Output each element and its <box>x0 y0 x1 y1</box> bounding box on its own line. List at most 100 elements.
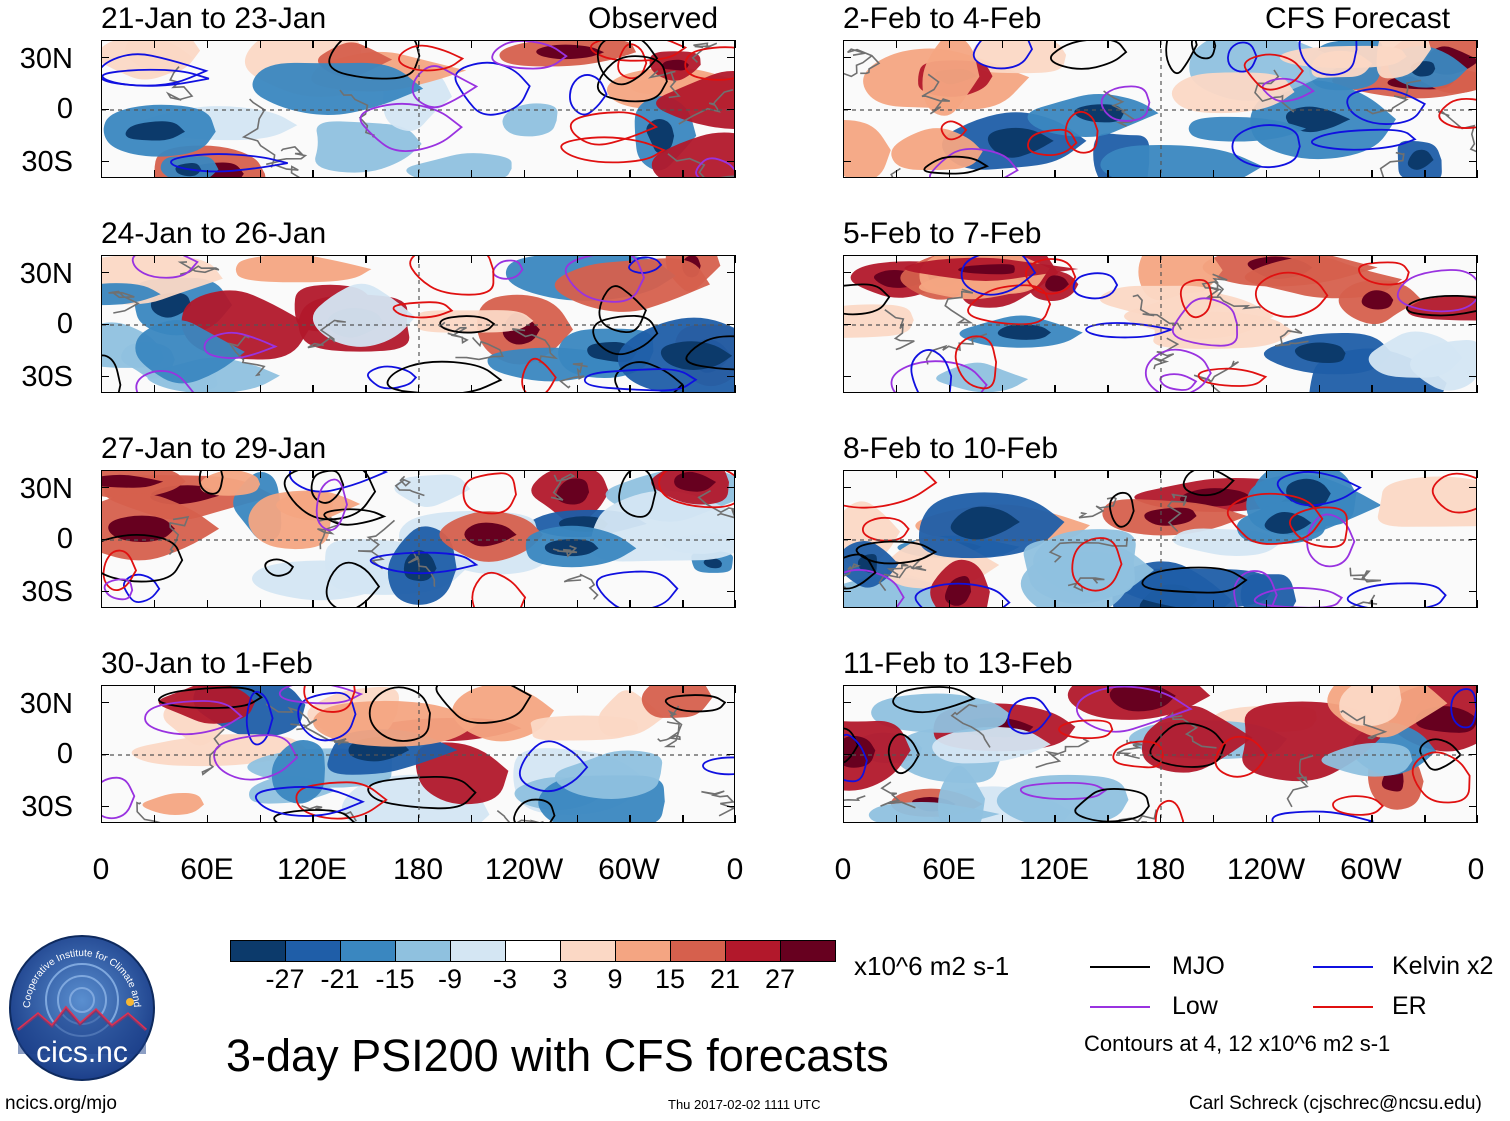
wave-contour <box>590 41 688 62</box>
x-tick <box>1371 685 1373 693</box>
xlabel-right-120w: 120W <box>1226 853 1306 886</box>
x-tick <box>576 255 578 263</box>
y-tick <box>1469 591 1477 593</box>
wave-contour <box>325 561 381 607</box>
y-tick <box>1469 806 1477 808</box>
x-tick <box>312 815 314 823</box>
anomaly-shading <box>199 471 261 496</box>
coastline <box>898 554 930 579</box>
anomaly-shading <box>1286 478 1331 508</box>
x-tick <box>101 40 103 48</box>
colorbar-swatch <box>615 940 671 962</box>
coastline <box>307 319 346 349</box>
colorbar-tick-label: -3 <box>492 964 518 994</box>
x-tick <box>259 385 261 393</box>
coastline <box>944 288 974 324</box>
coastline <box>496 809 544 822</box>
anomaly-shading <box>641 686 713 718</box>
map-panel-6 <box>843 255 1477 393</box>
footer-link[interactable]: ncics.org/mjo <box>5 1093 117 1114</box>
x-tick <box>101 255 103 263</box>
coastline <box>844 795 866 802</box>
y-tick <box>101 702 109 704</box>
x-tick <box>1001 255 1003 263</box>
coastline <box>657 721 681 742</box>
x-tick <box>523 815 526 823</box>
x-tick <box>1477 685 1479 693</box>
y-tick <box>843 591 851 593</box>
x-tick <box>1107 685 1109 693</box>
wave-contour <box>844 283 891 316</box>
x-tick <box>312 40 314 48</box>
wave-contour <box>462 472 517 515</box>
anomaly-shading <box>1285 106 1351 133</box>
x-tick <box>1107 40 1109 48</box>
x-tick <box>576 600 578 608</box>
wave-contour <box>1109 491 1135 528</box>
x-tick <box>948 170 951 178</box>
x-tick <box>576 40 578 48</box>
x-tick <box>895 600 898 608</box>
x-tick <box>206 600 209 608</box>
y-tick <box>101 591 109 593</box>
wave-contour <box>1253 587 1344 607</box>
colorbar-units: x10^6 m2 s-1 <box>854 951 1010 981</box>
wave-contour <box>702 756 734 776</box>
panel-field-svg <box>844 256 1476 392</box>
wave-contour <box>564 256 645 303</box>
x-tick <box>470 40 473 48</box>
wave-contour <box>367 775 477 810</box>
anomaly-shading <box>891 128 983 171</box>
wave-contour <box>103 578 134 601</box>
anomaly-shading <box>674 471 717 492</box>
wave-contour <box>1306 513 1356 568</box>
coastline <box>228 335 266 377</box>
coastline <box>317 517 343 550</box>
x-tick <box>682 40 684 48</box>
wave-contour <box>684 46 734 81</box>
x-tick <box>1424 170 1426 178</box>
wave-contour <box>297 691 357 742</box>
x-tick <box>895 255 898 263</box>
anomaly-shading <box>276 490 361 521</box>
x-tick <box>629 170 631 178</box>
x-tick <box>895 815 898 823</box>
x-tick <box>1371 170 1373 178</box>
wave-contour <box>303 686 356 713</box>
x-tick <box>629 685 631 693</box>
x-tick <box>1212 685 1215 693</box>
x-tick <box>1424 255 1426 263</box>
anomaly-shading <box>502 103 558 137</box>
ylabel-30n: 30N <box>19 258 73 290</box>
x-tick <box>1265 470 1268 478</box>
anomaly-shading <box>1144 507 1197 526</box>
x-tick <box>682 685 684 693</box>
x-tick <box>1371 255 1373 263</box>
main-title: 3-day PSI200 with CFS forecasts <box>226 1030 889 1081</box>
anomaly-shading <box>656 70 734 129</box>
anomaly-shading <box>1407 149 1434 170</box>
colorbar-swatch <box>725 940 781 962</box>
anomaly-shading <box>417 310 534 333</box>
wave-contour <box>596 41 659 86</box>
x-tick <box>629 255 631 263</box>
anomaly-shading <box>844 304 914 338</box>
wave-contour <box>1159 373 1198 391</box>
wave-contour <box>1165 41 1198 75</box>
y-tick <box>727 487 735 489</box>
wave-contour <box>1112 740 1164 769</box>
coastline <box>844 563 861 589</box>
anomaly-shading <box>1179 488 1252 507</box>
x-tick <box>1371 40 1373 48</box>
x-tick <box>682 255 684 263</box>
wave-contour <box>592 314 659 356</box>
coastline <box>266 146 308 166</box>
wave-contour <box>1298 41 1358 76</box>
legend-note: Contours at 4, 12 x10^6 m2 s-1 <box>1084 1031 1391 1056</box>
map-panel-7 <box>843 470 1477 608</box>
x-tick <box>1424 685 1426 693</box>
x-tick <box>1371 470 1373 478</box>
ylabel-30s: 30S <box>21 146 73 178</box>
anomaly-shading <box>530 715 638 741</box>
y-tick <box>1469 161 1477 163</box>
